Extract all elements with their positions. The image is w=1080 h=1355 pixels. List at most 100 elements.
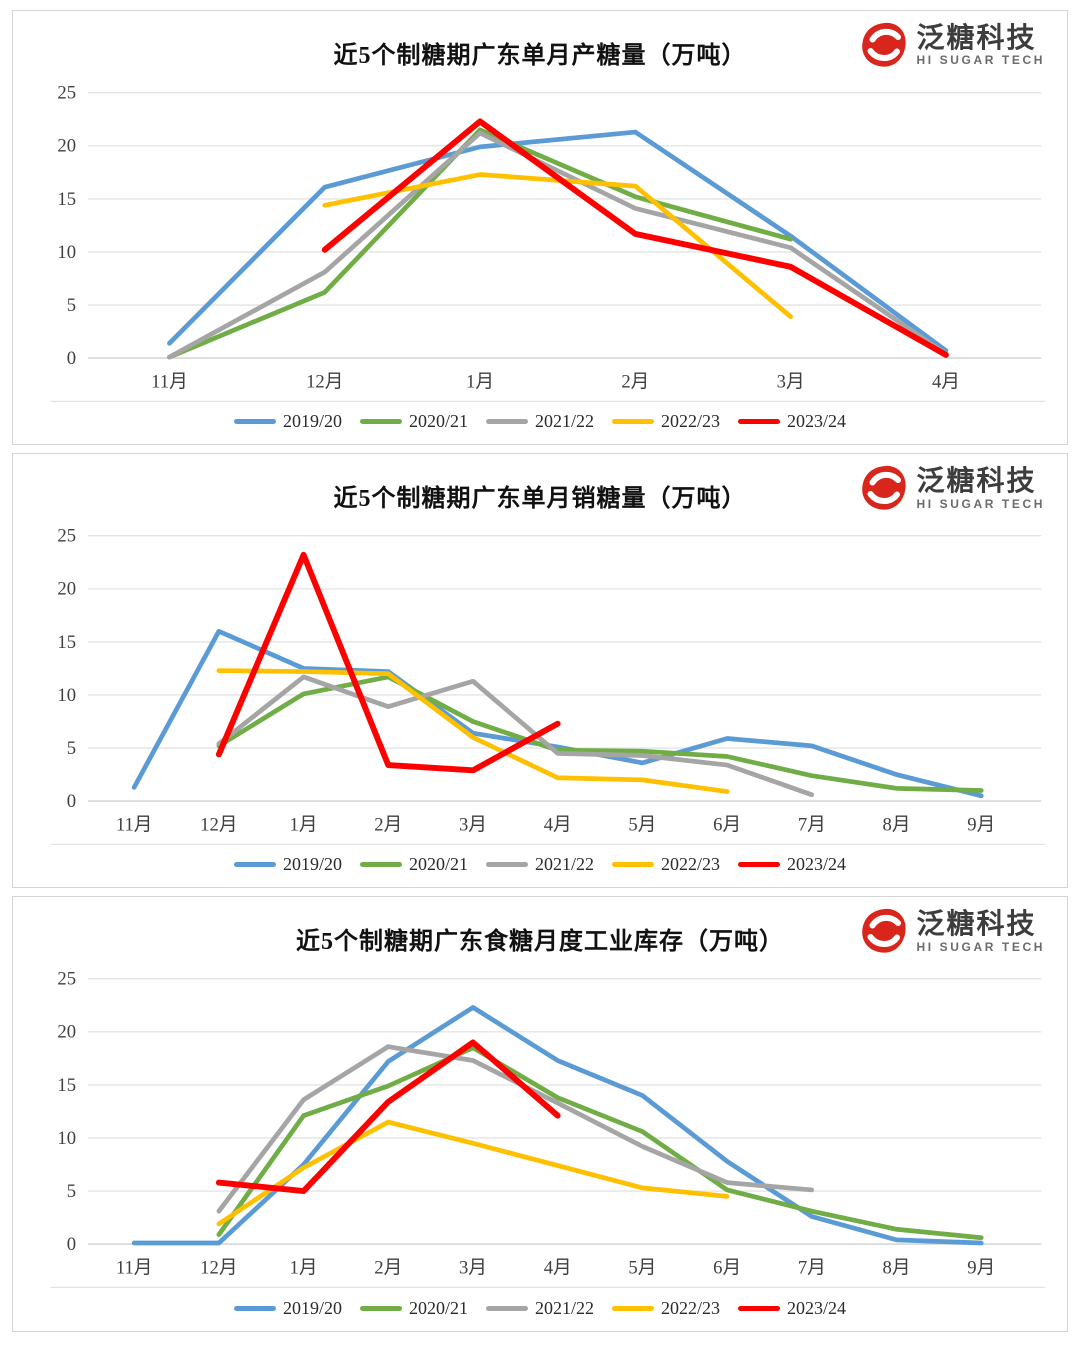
legend-label: 2022/23 bbox=[661, 854, 721, 875]
x-tick-label: 12月 bbox=[306, 372, 343, 393]
series-line-2023-24 bbox=[215, 552, 561, 774]
x-tick-label: 5月 bbox=[628, 815, 656, 836]
panel-header: 近5个制糖期广东食糖月度工业库存（万吨） 泛糖科技 HI SUGAR TECH bbox=[21, 905, 1059, 963]
legend-swatch bbox=[612, 862, 654, 868]
chart-panel-production: 近5个制糖期广东单月产糖量（万吨） 泛糖科技 HI SUGAR TECH 0 5 1… bbox=[12, 10, 1068, 446]
x-tick-label: 4月 bbox=[544, 815, 572, 836]
logo-zh-text: 泛糖科技 bbox=[916, 22, 1037, 53]
legend-label: 2022/23 bbox=[661, 411, 721, 432]
sugar-swirl-icon bbox=[861, 909, 906, 954]
legend-label: 2021/22 bbox=[534, 1297, 594, 1318]
logo-text: 泛糖科技 HI SUGAR TECH bbox=[917, 466, 1045, 510]
x-tick-label: 7月 bbox=[798, 1258, 826, 1279]
legend-item-2021-22: 2021/22 bbox=[481, 1298, 599, 1319]
y-tick-label: 10 bbox=[57, 242, 76, 263]
series-line-2021-22 bbox=[216, 674, 815, 798]
legend-label: 2023/24 bbox=[787, 854, 847, 875]
legend-label: 2019/20 bbox=[282, 1297, 342, 1318]
legend-swatch bbox=[233, 1305, 276, 1311]
plot-svg: 0 5 10 15 20 25 11月 12月 1月 2月 3月 4月 bbox=[50, 83, 1046, 402]
legend-swatch bbox=[359, 419, 402, 425]
series-line-2020-21 bbox=[216, 674, 984, 794]
x-tick-label: 2月 bbox=[374, 1258, 402, 1279]
y-tick-label: 15 bbox=[57, 189, 76, 210]
inventory-line-chart: 0 5 10 15 20 25 11月 12月 1月 2月 3月 4月 5月 6月 7月 8月 9月 bbox=[21, 963, 1059, 1295]
plot-svg: 0 5 10 15 20 25 11月 12月 1月 2月 3月 4月 5月 6月 7月 8月 9月 bbox=[50, 969, 1046, 1289]
logo-en-text: HI SUGAR TECH bbox=[916, 53, 1045, 68]
legend-swatch bbox=[485, 862, 528, 868]
x-tick-label: 12月 bbox=[200, 815, 237, 836]
plot-svg: 0 5 10 15 20 25 11月 12月 1月 2月 3月 4月 5月 6月 7月 8月 9月 bbox=[50, 526, 1046, 846]
legend-swatch bbox=[738, 1305, 781, 1311]
y-tick-label: 5 bbox=[67, 738, 76, 759]
y-tick-label: 10 bbox=[57, 685, 76, 706]
legend-label: 2023/24 bbox=[787, 1297, 847, 1318]
legend-item-2021-22: 2021/22 bbox=[481, 411, 599, 432]
y-tick-label: 20 bbox=[57, 136, 76, 157]
legend-swatch bbox=[612, 1305, 654, 1311]
x-tick-label: 1月 bbox=[466, 372, 494, 393]
x-tick-label: 11月 bbox=[116, 1258, 153, 1279]
y-tick-label: 20 bbox=[57, 1022, 76, 1043]
legend-item-2019-20: 2019/20 bbox=[229, 1298, 347, 1319]
legend-item-2023-24: 2023/24 bbox=[733, 411, 851, 432]
series-line-2023-24 bbox=[321, 118, 949, 358]
legend-swatch bbox=[738, 862, 781, 868]
x-tick-label: 9月 bbox=[967, 815, 995, 836]
brand-logo: 泛糖科技 HI SUGAR TECH bbox=[860, 907, 1045, 955]
logo-zh-text: 泛糖科技 bbox=[916, 908, 1037, 940]
series-line-2023-24 bbox=[215, 1039, 561, 1195]
legend-swatch bbox=[359, 862, 402, 868]
legend-label: 2020/21 bbox=[408, 411, 468, 432]
panel-header: 近5个制糖期广东单月产糖量（万吨） 泛糖科技 HI SUGAR TECH bbox=[21, 19, 1059, 77]
chart-title: 近5个制糖期广东单月产糖量（万吨） bbox=[333, 43, 747, 69]
x-tick-label: 3月 bbox=[459, 1258, 487, 1279]
brand-logo: 泛糖科技 HI SUGAR TECH bbox=[860, 21, 1045, 69]
y-tick-label: 20 bbox=[57, 579, 76, 600]
sales-line-chart: 0 5 10 15 20 25 11月 12月 1月 2月 3月 4月 5月 6月 7月 8月 9月 bbox=[21, 520, 1059, 852]
logo-text: 泛糖科技 HI SUGAR TECH bbox=[917, 909, 1045, 953]
y-tick-label: 0 bbox=[67, 791, 76, 812]
x-tick-label: 3月 bbox=[777, 372, 805, 393]
y-tick-label: 25 bbox=[57, 526, 76, 547]
legend-swatch bbox=[612, 419, 654, 425]
x-tick-label: 6月 bbox=[713, 815, 741, 836]
logo-en-text: HI SUGAR TECH bbox=[916, 496, 1045, 511]
logo-en-text: HI SUGAR TECH bbox=[916, 939, 1045, 954]
y-tick-label: 25 bbox=[57, 83, 76, 104]
x-tick-label: 3月 bbox=[459, 815, 487, 836]
series-line-2022-23 bbox=[216, 668, 730, 795]
legend-label: 2023/24 bbox=[787, 411, 847, 432]
x-tick-label: 4月 bbox=[932, 372, 960, 393]
legend-item-2020-21: 2020/21 bbox=[355, 854, 473, 875]
panel-header: 近5个制糖期广东单月销糖量（万吨） 泛糖科技 HI SUGAR TECH bbox=[21, 462, 1059, 520]
x-tick-label: 2月 bbox=[621, 372, 649, 393]
y-tick-label: 15 bbox=[57, 1075, 76, 1096]
x-tick-label: 4月 bbox=[544, 1258, 572, 1279]
x-tick-label: 1月 bbox=[290, 815, 318, 836]
inventory-chart-legend: 2019/20 2020/21 2021/22 2022/23 2023/24 bbox=[21, 1296, 1059, 1329]
legend-item-2022-23: 2022/23 bbox=[607, 854, 725, 875]
logo-text: 泛糖科技 HI SUGAR TECH bbox=[917, 23, 1045, 67]
legend-label: 2021/22 bbox=[534, 854, 594, 875]
legend-item-2022-23: 2022/23 bbox=[607, 1298, 725, 1319]
x-tick-label: 6月 bbox=[713, 1258, 741, 1279]
x-tick-label: 9月 bbox=[967, 1258, 995, 1279]
x-tick-label: 8月 bbox=[883, 815, 911, 836]
y-tick-label: 15 bbox=[57, 632, 76, 653]
production-chart-legend: 2019/20 2020/21 2021/22 2022/23 2023/24 bbox=[21, 409, 1059, 442]
x-tick-label: 8月 bbox=[883, 1258, 911, 1279]
series-line-2019-20 bbox=[131, 629, 984, 799]
chart-title: 近5个制糖期广东食糖月度工业库存（万吨） bbox=[296, 929, 784, 956]
sales-chart-legend: 2019/20 2020/21 2021/22 2022/23 2023/24 bbox=[21, 852, 1059, 885]
legend-item-2023-24: 2023/24 bbox=[733, 854, 851, 875]
sugar-swirl-icon bbox=[861, 466, 906, 510]
legend-label: 2021/22 bbox=[534, 411, 594, 432]
legend-swatch bbox=[233, 862, 276, 868]
legend-item-2021-22: 2021/22 bbox=[481, 854, 599, 875]
series-line-2022-23 bbox=[216, 1120, 730, 1227]
legend-swatch bbox=[359, 1305, 402, 1311]
legend-item-2020-21: 2020/21 bbox=[355, 411, 473, 432]
x-tick-label: 11月 bbox=[151, 372, 188, 393]
